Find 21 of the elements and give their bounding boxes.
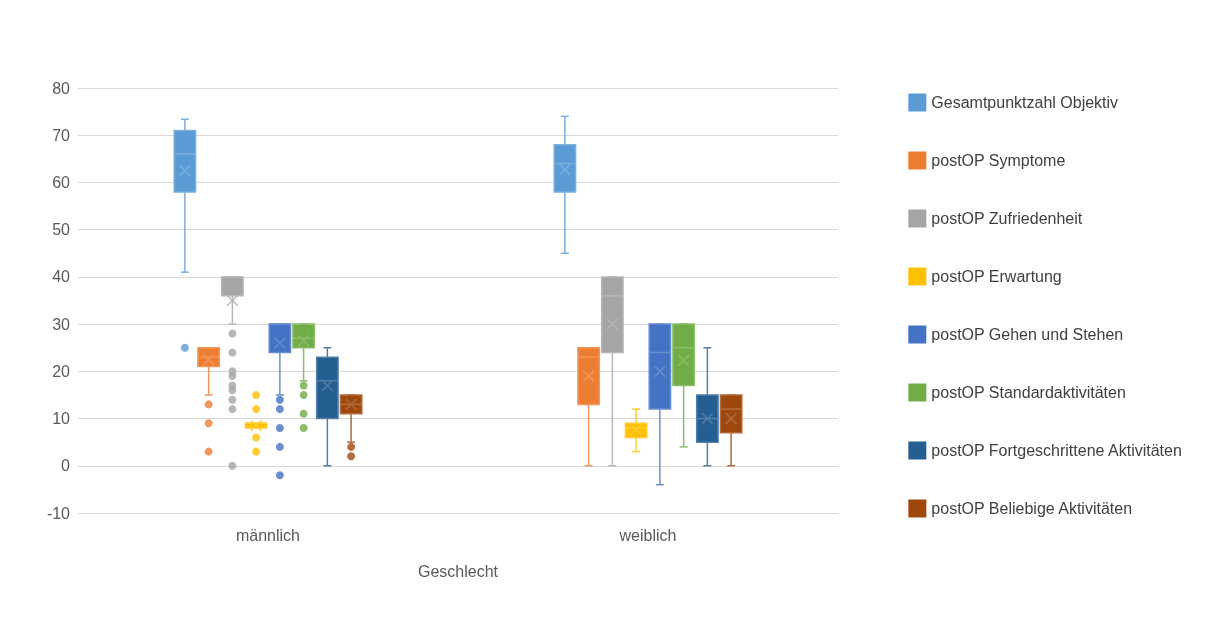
y-tick-label: 20 xyxy=(52,362,71,380)
x-tick-label: weiblich xyxy=(618,526,677,544)
legend-label: postOP Zufriedenheit xyxy=(931,210,1083,227)
y-tick-label: 0 xyxy=(61,457,71,475)
legend-label: postOP Standardaktivitäten xyxy=(931,384,1126,401)
y-tick-label: 70 xyxy=(52,126,71,144)
y-tick-label: 40 xyxy=(52,268,71,286)
y-tick-label: 80 xyxy=(52,79,71,97)
y-tick-label: 50 xyxy=(52,221,71,239)
legend-label: postOP Fortgeschrittene Aktivitäten xyxy=(931,442,1182,459)
y-tick-label: -10 xyxy=(46,504,71,522)
legend-label: postOP Beliebige Aktivitäten xyxy=(931,500,1133,517)
y-tick-label: 30 xyxy=(52,315,71,333)
legend-label: postOP Gehen und Stehen xyxy=(931,326,1124,343)
legend-label: postOP Erwartung xyxy=(931,268,1062,285)
legend-label: Gesamtpunktzahl Objektiv xyxy=(931,94,1119,111)
y-tick-label: 60 xyxy=(52,173,71,191)
x-tick-label: männlich xyxy=(235,526,301,544)
x-axis-title: Geschlecht xyxy=(417,562,499,580)
y-tick-label: 10 xyxy=(52,410,71,428)
legend-label: postOP Symptome xyxy=(931,152,1066,169)
